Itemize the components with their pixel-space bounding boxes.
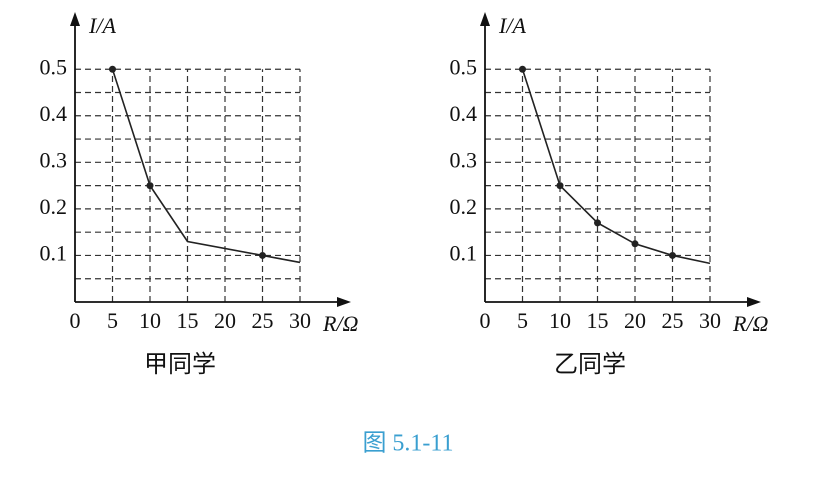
y-tick-label: 0.5 bbox=[40, 54, 68, 79]
data-point bbox=[631, 240, 639, 248]
x-tick-label: 20 bbox=[214, 308, 236, 333]
curve bbox=[111, 68, 301, 264]
y-tick-label: 0.1 bbox=[40, 240, 68, 265]
data-point bbox=[109, 65, 116, 73]
x-tick-label: 25 bbox=[662, 308, 684, 333]
x-tick-label: 30 bbox=[289, 308, 311, 333]
x-tick-label: 10 bbox=[549, 308, 571, 333]
y-tick-label: 0.3 bbox=[450, 147, 478, 172]
y-axis-arrow bbox=[480, 12, 490, 26]
data-point bbox=[556, 182, 564, 190]
x-tick-label: 20 bbox=[624, 308, 646, 333]
data-point bbox=[669, 251, 676, 259]
x-axis-arrow bbox=[337, 297, 351, 307]
y-tick-label: 0.2 bbox=[40, 194, 68, 219]
x-tick-label: 30 bbox=[699, 308, 721, 333]
data-point bbox=[594, 219, 601, 227]
y-tick-label: 0.5 bbox=[450, 54, 478, 79]
y-tick-label: 0.2 bbox=[450, 194, 478, 219]
curve bbox=[521, 68, 711, 265]
x-tick-label: 10 bbox=[139, 308, 161, 333]
x-tick-label: 15 bbox=[177, 308, 199, 333]
x-tick-label: 0 bbox=[480, 308, 491, 333]
data-point bbox=[259, 251, 266, 259]
y-axis-arrow bbox=[70, 12, 80, 26]
data-point bbox=[146, 182, 154, 190]
y-tick-label: 0.4 bbox=[40, 101, 68, 126]
y-axis-label: I/A bbox=[88, 13, 116, 38]
figure-caption: 图 5.1-11 bbox=[362, 431, 453, 457]
y-tick-label: 0.4 bbox=[450, 101, 478, 126]
x-axis-label: R/Ω bbox=[322, 311, 359, 336]
y-axis-label: I/A bbox=[498, 13, 526, 38]
x-tick-label: 15 bbox=[587, 308, 609, 333]
x-tick-label: 5 bbox=[107, 308, 118, 333]
x-tick-label: 0 bbox=[70, 308, 81, 333]
x-axis-arrow bbox=[747, 297, 761, 307]
x-tick-label: 5 bbox=[517, 308, 528, 333]
y-tick-label: 0.3 bbox=[40, 147, 68, 172]
data-point bbox=[519, 65, 526, 73]
y-tick-label: 0.1 bbox=[450, 240, 478, 265]
chart-subtitle: 甲同学 bbox=[144, 350, 216, 378]
chart-subtitle: 乙同学 bbox=[554, 350, 626, 378]
x-tick-label: 25 bbox=[252, 308, 274, 333]
x-axis-label: R/Ω bbox=[732, 311, 769, 336]
